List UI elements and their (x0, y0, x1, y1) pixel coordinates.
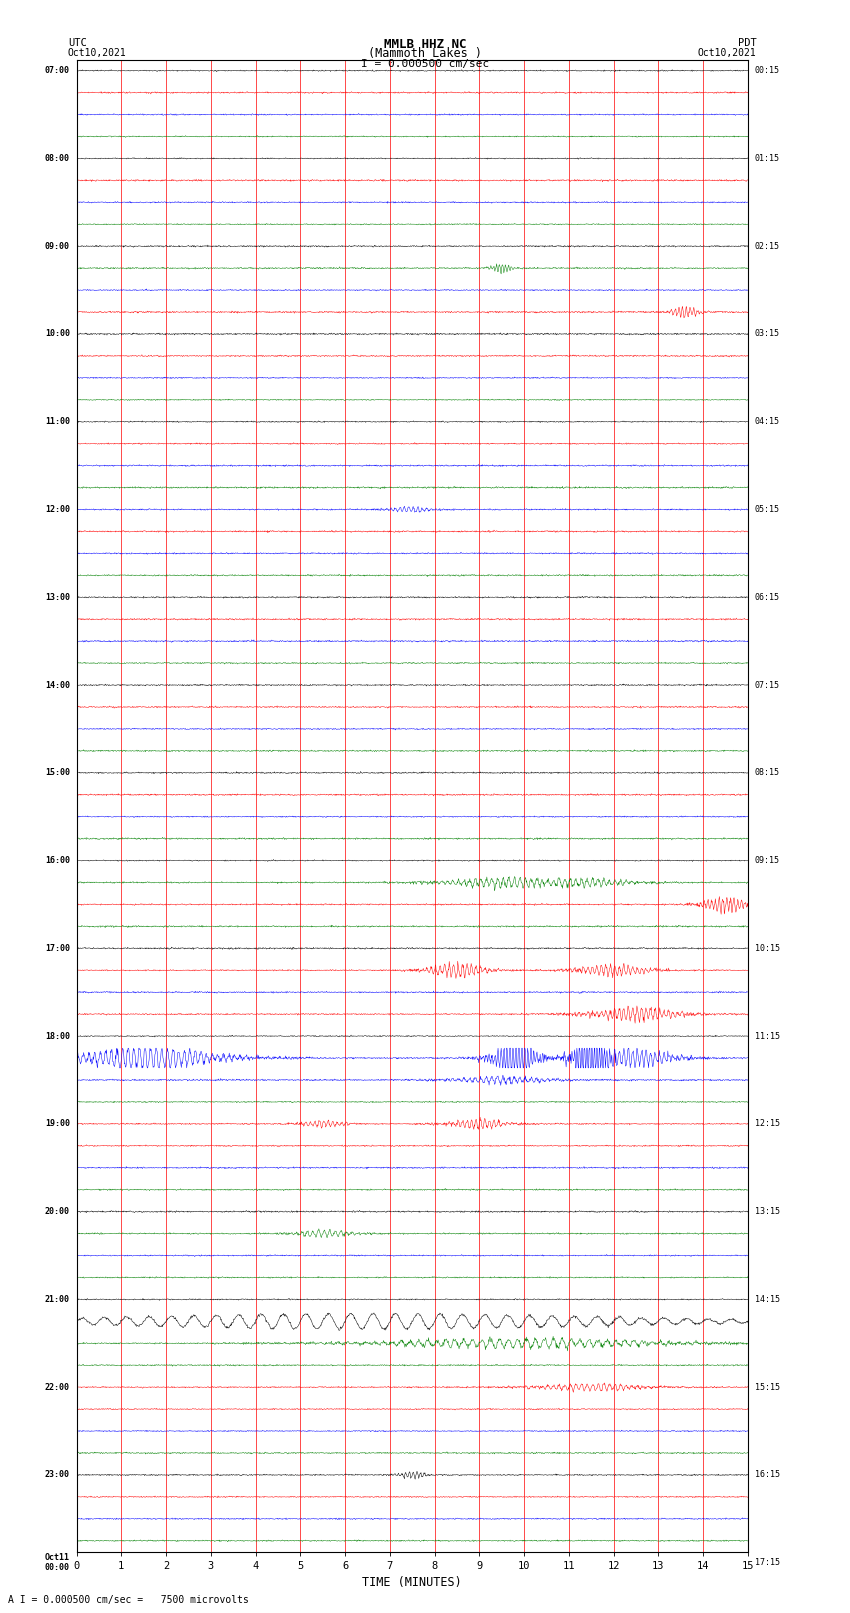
Text: 09:00: 09:00 (45, 242, 70, 250)
Text: 03:15: 03:15 (755, 329, 779, 339)
Text: 05:15: 05:15 (755, 505, 779, 515)
Text: 04:15: 04:15 (755, 418, 779, 426)
Text: 07:00: 07:00 (45, 66, 70, 76)
Text: A I = 0.000500 cm/sec =   7500 microvolts: A I = 0.000500 cm/sec = 7500 microvolts (8, 1595, 249, 1605)
Text: 08:00: 08:00 (45, 153, 70, 163)
Text: (Mammoth Lakes ): (Mammoth Lakes ) (368, 47, 482, 60)
Text: PDT: PDT (738, 39, 756, 48)
Text: 16:15: 16:15 (755, 1471, 779, 1479)
Text: 14:00: 14:00 (45, 681, 70, 689)
Text: Oct11
00:00: Oct11 00:00 (45, 1553, 70, 1573)
Text: 06:15: 06:15 (755, 592, 779, 602)
Text: 12:15: 12:15 (755, 1119, 779, 1129)
Text: 13:15: 13:15 (755, 1207, 779, 1216)
Text: 15:15: 15:15 (755, 1382, 779, 1392)
Text: Oct10,2021: Oct10,2021 (698, 48, 756, 58)
Text: 17:15: 17:15 (755, 1558, 779, 1568)
Text: 21:00: 21:00 (45, 1295, 70, 1303)
Text: 20:00: 20:00 (45, 1207, 70, 1216)
Text: 10:15: 10:15 (755, 944, 779, 953)
Text: UTC: UTC (68, 39, 87, 48)
Text: 00:15: 00:15 (755, 66, 779, 76)
Text: 16:00: 16:00 (45, 857, 70, 865)
Text: 18:00: 18:00 (45, 1032, 70, 1040)
Text: 13:00: 13:00 (45, 592, 70, 602)
Text: Oct10,2021: Oct10,2021 (68, 48, 127, 58)
Text: 14:15: 14:15 (755, 1295, 779, 1303)
Text: 23:00: 23:00 (45, 1471, 70, 1479)
Text: 17:00: 17:00 (45, 944, 70, 953)
Text: MMLB HHZ NC: MMLB HHZ NC (383, 37, 467, 50)
Text: 15:00: 15:00 (45, 768, 70, 777)
Text: 02:15: 02:15 (755, 242, 779, 250)
Text: 12:00: 12:00 (45, 505, 70, 515)
Text: 11:15: 11:15 (755, 1032, 779, 1040)
Text: 07:15: 07:15 (755, 681, 779, 689)
Text: 09:15: 09:15 (755, 857, 779, 865)
Text: I = 0.000500 cm/sec: I = 0.000500 cm/sec (361, 60, 489, 69)
Text: 08:15: 08:15 (755, 768, 779, 777)
Text: 22:00: 22:00 (45, 1382, 70, 1392)
X-axis label: TIME (MINUTES): TIME (MINUTES) (362, 1576, 462, 1589)
Text: 10:00: 10:00 (45, 329, 70, 339)
Text: 01:15: 01:15 (755, 153, 779, 163)
Text: 19:00: 19:00 (45, 1119, 70, 1129)
Text: 11:00: 11:00 (45, 418, 70, 426)
